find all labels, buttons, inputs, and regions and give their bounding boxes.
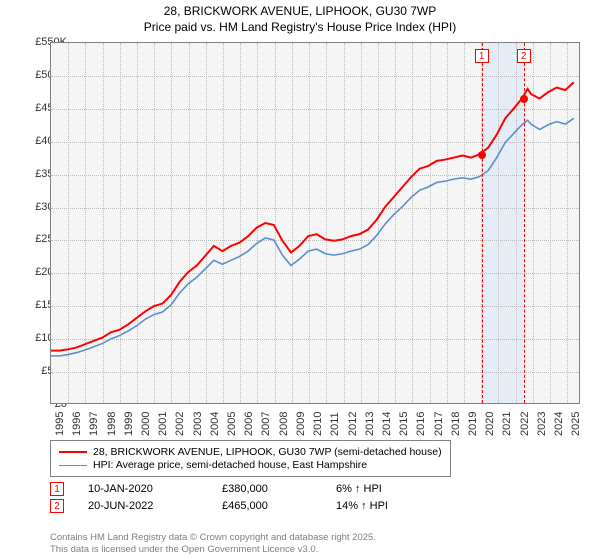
marker-box: 2 [517, 49, 531, 63]
x-axis-label: 2006 [243, 412, 255, 436]
x-axis-label: 1997 [88, 412, 100, 436]
marker-box: 1 [475, 49, 489, 63]
footer-line1: Contains HM Land Registry data © Crown c… [50, 532, 376, 544]
legend-label-property: 28, BRICKWORK AVENUE, LIPHOOK, GU30 7WP … [93, 446, 442, 458]
legend-row-property: 28, BRICKWORK AVENUE, LIPHOOK, GU30 7WP … [59, 446, 442, 458]
x-axis-label: 2024 [553, 412, 565, 436]
x-axis-label: 2010 [312, 412, 324, 436]
x-axis-label: 2021 [501, 412, 513, 436]
sale-price-2: £465,000 [222, 500, 312, 512]
x-axis-label: 2017 [433, 412, 445, 436]
x-axis-label: 2025 [570, 412, 582, 436]
x-axis-label: 2000 [140, 412, 152, 436]
title-line1: 28, BRICKWORK AVENUE, LIPHOOK, GU30 7WP [0, 4, 600, 20]
x-axis-label: 2014 [381, 412, 393, 436]
x-axis-label: 2013 [364, 412, 376, 436]
x-axis-label: 1999 [123, 412, 135, 436]
legend-swatch-property [59, 451, 87, 453]
x-axis-label: 2018 [450, 412, 462, 436]
x-axis-label: 2011 [329, 412, 341, 436]
chart-svg [51, 43, 579, 403]
legend-swatch-hpi [59, 465, 87, 466]
x-axis-label: 2009 [295, 412, 307, 436]
x-axis-label: 1995 [54, 412, 66, 436]
marker-dot [520, 95, 528, 103]
x-axis-label: 2008 [278, 412, 290, 436]
sale-marker-1: 1 [50, 482, 64, 496]
legend-row-hpi: HPI: Average price, semi-detached house,… [59, 459, 442, 471]
x-axis-label: 2015 [398, 412, 410, 436]
x-axis-label: 2012 [347, 412, 359, 436]
x-axis-label: 2003 [192, 412, 204, 436]
marker-line [482, 43, 483, 403]
x-axis-label: 2022 [519, 412, 531, 436]
sale-date-2: 20-JUN-2022 [88, 500, 198, 512]
x-axis-label: 2020 [484, 412, 496, 436]
sale-hpi-2: 14% ↑ HPI [336, 500, 446, 512]
marker-dot [478, 151, 486, 159]
sales-table: 1 10-JAN-2020 £380,000 6% ↑ HPI 2 20-JUN… [50, 482, 446, 516]
x-axis-label: 2005 [226, 412, 238, 436]
sale-hpi-1: 6% ↑ HPI [336, 483, 446, 495]
x-axis-label: 2023 [536, 412, 548, 436]
x-axis-label: 2016 [415, 412, 427, 436]
footer: Contains HM Land Registry data © Crown c… [50, 532, 376, 556]
x-axis-label: 1996 [71, 412, 83, 436]
sale-marker-2: 2 [50, 499, 64, 513]
legend-label-hpi: HPI: Average price, semi-detached house,… [93, 459, 367, 471]
sales-row-1: 1 10-JAN-2020 £380,000 6% ↑ HPI [50, 482, 446, 496]
chart-plot-area: 12 [50, 42, 580, 404]
x-axis-label: 2001 [157, 412, 169, 436]
x-axis-label: 2007 [260, 412, 272, 436]
sales-row-2: 2 20-JUN-2022 £465,000 14% ↑ HPI [50, 499, 446, 513]
x-axis-label: 2002 [174, 412, 186, 436]
x-axis-label: 1998 [106, 412, 118, 436]
footer-line2: This data is licensed under the Open Gov… [50, 544, 376, 556]
sale-price-1: £380,000 [222, 483, 312, 495]
series-property-line [51, 82, 574, 350]
x-axis-label: 2004 [209, 412, 221, 436]
sale-date-1: 10-JAN-2020 [88, 483, 198, 495]
chart-title: 28, BRICKWORK AVENUE, LIPHOOK, GU30 7WP … [0, 0, 600, 35]
legend: 28, BRICKWORK AVENUE, LIPHOOK, GU30 7WP … [50, 440, 451, 477]
series-hpi-line [51, 118, 574, 356]
title-line2: Price paid vs. HM Land Registry's House … [0, 20, 600, 36]
x-axis-label: 2019 [467, 412, 479, 436]
